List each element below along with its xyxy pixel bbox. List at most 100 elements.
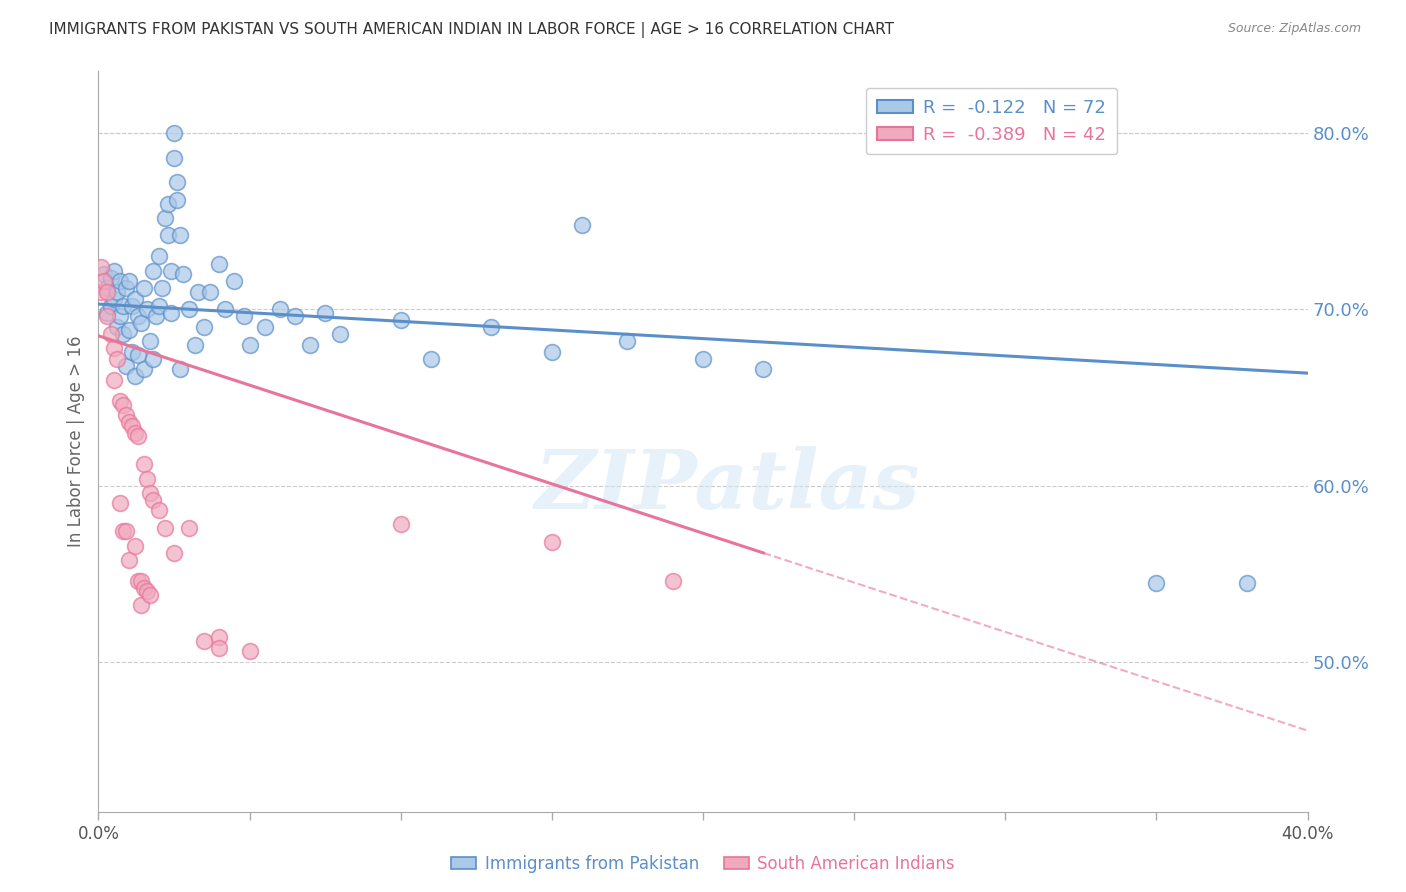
Point — [121, 299, 143, 313]
Point — [389, 517, 412, 532]
Point — [103, 263, 125, 277]
Point — [114, 524, 136, 539]
Point — [208, 256, 231, 270]
Point — [160, 306, 183, 320]
Text: Source: ZipAtlas.com: Source: ZipAtlas.com — [1227, 22, 1361, 36]
Point — [571, 218, 593, 232]
Point — [127, 348, 149, 362]
Point — [132, 581, 155, 595]
Point — [139, 334, 162, 348]
Point — [111, 397, 134, 411]
Point — [284, 310, 307, 324]
Point — [135, 302, 157, 317]
Point — [105, 351, 128, 366]
Point — [163, 151, 186, 165]
Point — [100, 270, 122, 285]
Point — [96, 306, 118, 320]
Point — [540, 535, 562, 549]
Point — [129, 574, 152, 588]
Point — [224, 274, 246, 288]
Point — [153, 521, 176, 535]
Point — [111, 326, 134, 341]
Point — [129, 599, 152, 613]
Point — [135, 471, 157, 485]
Legend: R =  -0.122   N = 72, R =  -0.389   N = 42: R = -0.122 N = 72, R = -0.389 N = 42 — [866, 87, 1118, 154]
Point — [148, 503, 170, 517]
Point — [752, 362, 775, 376]
Point — [93, 267, 115, 281]
Point — [124, 369, 146, 384]
Point — [127, 574, 149, 588]
Point — [145, 310, 167, 324]
Point — [124, 425, 146, 440]
Point — [132, 281, 155, 295]
Point — [239, 644, 262, 658]
Point — [1144, 575, 1167, 590]
Point — [100, 326, 122, 341]
Point — [103, 341, 125, 355]
Point — [540, 344, 562, 359]
Point — [121, 344, 143, 359]
Point — [118, 415, 141, 429]
Point — [127, 310, 149, 324]
Point — [142, 351, 165, 366]
Point — [108, 394, 131, 409]
Point — [692, 351, 714, 366]
Point — [139, 485, 162, 500]
Point — [389, 313, 412, 327]
Point — [142, 492, 165, 507]
Point — [124, 539, 146, 553]
Point — [232, 310, 254, 324]
Point — [179, 521, 201, 535]
Point — [269, 302, 291, 317]
Point — [114, 408, 136, 422]
Point — [314, 306, 336, 320]
Point — [420, 351, 443, 366]
Point — [166, 175, 188, 189]
Legend: Immigrants from Pakistan, South American Indians: Immigrants from Pakistan, South American… — [444, 848, 962, 880]
Point — [208, 630, 231, 644]
Y-axis label: In Labor Force | Age > 16: In Labor Force | Age > 16 — [66, 335, 84, 548]
Point — [139, 588, 162, 602]
Point — [105, 320, 128, 334]
Point — [163, 545, 186, 559]
Point — [93, 274, 115, 288]
Point — [105, 285, 128, 299]
Point — [616, 334, 638, 348]
Point — [100, 299, 122, 313]
Point — [111, 299, 134, 313]
Point — [208, 640, 231, 655]
Point — [1236, 575, 1258, 590]
Point — [96, 310, 118, 324]
Point — [103, 373, 125, 387]
Point — [193, 633, 215, 648]
Point — [96, 281, 118, 295]
Point — [121, 418, 143, 433]
Point — [299, 337, 322, 351]
Point — [166, 193, 188, 207]
Point — [103, 292, 125, 306]
Point — [214, 302, 236, 317]
Point — [187, 285, 209, 299]
Point — [172, 267, 194, 281]
Point — [111, 524, 134, 539]
Point — [153, 211, 176, 225]
Point — [179, 302, 201, 317]
Point — [108, 496, 131, 510]
Point — [150, 281, 173, 295]
Point — [129, 317, 152, 331]
Point — [90, 260, 112, 274]
Point — [160, 263, 183, 277]
Point — [200, 285, 222, 299]
Point — [193, 320, 215, 334]
Point — [148, 249, 170, 264]
Point — [124, 292, 146, 306]
Point — [132, 458, 155, 472]
Point — [148, 299, 170, 313]
Point — [108, 274, 131, 288]
Point — [156, 228, 179, 243]
Point — [239, 337, 262, 351]
Point — [96, 285, 118, 299]
Point — [114, 359, 136, 373]
Point — [118, 324, 141, 338]
